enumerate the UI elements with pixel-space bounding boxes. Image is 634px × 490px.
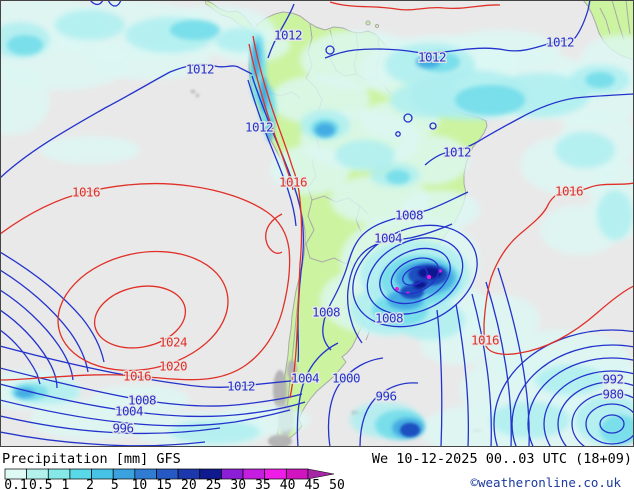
- legend-tick-label: 30: [230, 478, 246, 490]
- island: [365, 20, 371, 26]
- colorbar-ticks: 0.1 0.5 1 2 5 10 15 20 25 30 35 40 45 50: [4, 478, 345, 490]
- contour-label: 1016: [279, 175, 307, 190]
- contour-label: 1012: [418, 50, 446, 65]
- contour-label: 1012: [274, 28, 302, 43]
- contour-label: 1008: [128, 393, 156, 408]
- legend-tick-label: 1: [61, 478, 69, 490]
- contour-label: 980: [602, 387, 623, 402]
- colorbar: [4, 468, 335, 480]
- deep-low-rings: [493, 329, 633, 446]
- contour-label: 1000: [332, 371, 360, 386]
- island: [374, 23, 380, 29]
- precipitation-layer: [1, 1, 633, 446]
- contour-label: 1012: [443, 145, 471, 160]
- contour-label: 1016: [555, 184, 583, 199]
- contour-label: 992: [602, 372, 623, 387]
- contour-label: 1004: [291, 371, 319, 386]
- copyright-link[interactable]: ©weatheronline.co.uk: [470, 475, 621, 490]
- legend-tick-label: 35: [255, 478, 271, 490]
- contour-label: 1016: [471, 333, 499, 348]
- contour-label: 1008: [395, 208, 423, 223]
- legend-tick-label: 0.1: [4, 478, 27, 490]
- colorbar-arrow-icon: [307, 468, 335, 480]
- contour-label: 996: [375, 389, 396, 404]
- legend-tick-label: 0.5: [29, 478, 52, 490]
- isobar-lines-red: [1, 1, 633, 399]
- legend-tick-label: 40: [280, 478, 296, 490]
- contour-label: 1012: [227, 379, 255, 394]
- contour-label: 1012: [245, 120, 273, 135]
- legend-tick-label: 45: [304, 478, 320, 490]
- contour-label: 1008: [375, 311, 403, 326]
- legend-tick-label: 2: [86, 478, 94, 490]
- contour-label: 1016: [123, 369, 151, 384]
- contour-label: 1004: [374, 231, 402, 246]
- contour-label: 996: [112, 421, 133, 436]
- legend-tick-label: 10: [132, 478, 148, 490]
- legend-tick-label: 20: [181, 478, 197, 490]
- contour-label: 1020: [159, 359, 187, 374]
- datetime-label: We 10-12-2025 00..03 UTC (18+09): [372, 451, 632, 467]
- legend-tick-label: 15: [156, 478, 172, 490]
- contour-label: 1012: [546, 35, 574, 50]
- legend-tick-label: 50: [329, 478, 345, 490]
- contour-label: 1012: [186, 62, 214, 77]
- contour-label: 1024: [159, 335, 187, 350]
- legend-tick-label: 5: [111, 478, 119, 490]
- contour-label: 1004: [115, 404, 143, 419]
- contour-label: 1016: [72, 185, 100, 200]
- contour-label: 1008: [312, 305, 340, 320]
- legend: Precipitation [mm] GFS We 10-12-2025 00.…: [2, 451, 632, 490]
- legend-tick-label: 25: [206, 478, 222, 490]
- legend-title: Precipitation [mm] GFS: [2, 451, 181, 467]
